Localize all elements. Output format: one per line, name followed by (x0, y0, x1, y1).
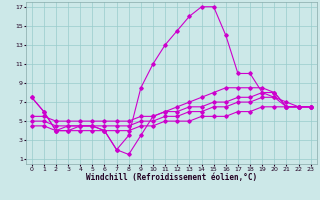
X-axis label: Windchill (Refroidissement éolien,°C): Windchill (Refroidissement éolien,°C) (86, 173, 257, 182)
